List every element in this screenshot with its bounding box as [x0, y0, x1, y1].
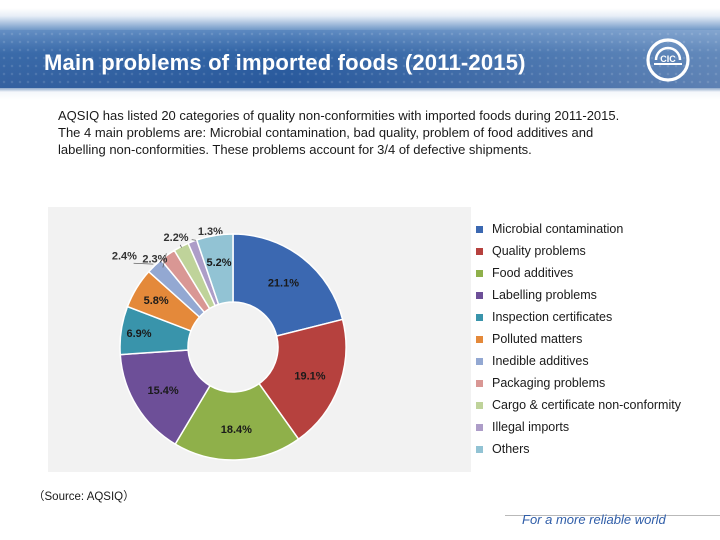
legend-label: Labelling problems: [492, 288, 597, 302]
header-banner: [0, 0, 720, 100]
slice-label-8: 2.3%: [142, 254, 167, 266]
header-band: [0, 30, 720, 88]
legend-item: Polluted matters: [476, 328, 716, 350]
legend-label: Polluted matters: [492, 332, 583, 346]
chart-legend: Microbial contamination Quality problems F…: [476, 218, 716, 460]
legend-swatch: [476, 335, 483, 343]
footer-tagline: For a more reliable world: [522, 512, 666, 527]
legend-item: Illegal imports: [476, 416, 716, 438]
legend-swatch: [476, 269, 483, 277]
legend-item: Food additives: [476, 262, 716, 284]
donut-slice-3: [174, 382, 300, 461]
donut-slice-11: [195, 233, 234, 306]
slice-label-5: 6.9%: [127, 328, 152, 340]
slice-label-1: 21.1%: [268, 277, 299, 289]
logo-text: CIC: [660, 54, 676, 64]
legend-item: Microbial contamination: [476, 218, 716, 240]
donut-slice-2: [258, 318, 347, 441]
legend-label: Microbial contamination: [492, 222, 624, 236]
legend-swatch: [476, 357, 483, 365]
header-highlight: [0, 30, 720, 88]
slice-leader-line-8: [162, 253, 167, 268]
donut-chart: 21.1% 19.1% 18.4% 15.4% 6.9% 5.8% 2.4% 2.3% 2.2%…: [112, 226, 347, 461]
slice-label-4: 15.4%: [148, 385, 179, 397]
footer-divider: [505, 515, 720, 516]
donut-slice-1: [232, 233, 344, 337]
legend-label: Cargo & certificate non-conformity: [492, 398, 681, 412]
slice-label-11: 5.2%: [206, 257, 231, 269]
legend-label: Illegal imports: [492, 420, 570, 434]
legend-swatch: [476, 225, 483, 233]
cic-logo-icon: CIC: [646, 38, 690, 82]
legend-swatch: [476, 313, 483, 321]
legend-label: Inedible additives: [492, 354, 589, 368]
legend-swatch: [476, 291, 483, 299]
slice-leader-line-9: [179, 244, 182, 248]
slice-label-2: 19.1%: [294, 370, 325, 382]
legend-item: Packaging problems: [476, 372, 716, 394]
header-texture: [0, 30, 720, 88]
legend-swatch: [476, 379, 483, 387]
legend-label: Others: [492, 442, 530, 456]
legend-swatch: [476, 423, 483, 431]
legend-label: Packaging problems: [492, 376, 606, 390]
slice-label-9: 2.2%: [164, 232, 189, 244]
legend-label: Quality problems: [492, 244, 586, 258]
source-note: （Source: AQSIQ）: [33, 491, 135, 503]
legend-item: Quality problems: [476, 240, 716, 262]
legend-item: Cargo & certificate non-conformity: [476, 394, 716, 416]
legend-swatch: [476, 401, 483, 409]
slice-label-6: 5.8%: [144, 295, 169, 307]
legend-item: Inspection certificates: [476, 306, 716, 328]
legend-label: Inspection certificates: [492, 310, 613, 324]
slice-label-3: 18.4%: [221, 424, 252, 436]
legend-item: Others: [476, 438, 716, 460]
intro-paragraph: AQSIQ has listed 20 categories of qualit…: [58, 108, 620, 157]
legend-swatch: [476, 247, 483, 255]
slice-leader-line-7: [133, 262, 154, 265]
donut-slice-4: [119, 349, 212, 446]
page-title: Main problems of imported foods (2011-20…: [44, 50, 526, 75]
legend-item: Inedible additives: [476, 350, 716, 372]
legend-item: Labelling problems: [476, 284, 716, 306]
slice-label-7: 2.4%: [112, 250, 137, 262]
legend-swatch: [476, 445, 483, 453]
legend-label: Food additives: [492, 266, 574, 280]
